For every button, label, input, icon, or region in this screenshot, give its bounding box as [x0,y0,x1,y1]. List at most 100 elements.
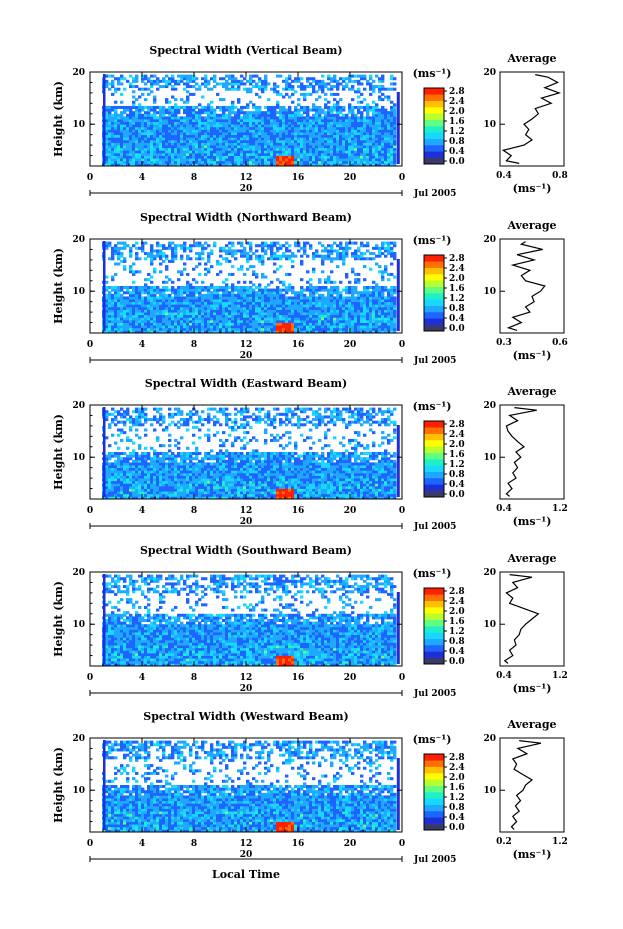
heatmap-cell [111,152,115,156]
heatmap-cell [228,301,232,305]
heatmap-cell [366,116,370,120]
heatmap-cell [153,306,157,310]
heatmap-cell [174,325,178,329]
heatmap-cell [177,150,181,154]
heatmap-cell [270,325,274,329]
heatmap-cell [318,132,322,136]
heatmap-cell [180,286,184,290]
heatmap-cell [219,121,223,125]
heatmap-cell [111,304,115,308]
heatmap-cell [381,296,385,300]
heatmap-cell [114,296,118,300]
heatmap-cell [132,160,136,164]
heatmap-cell [153,129,157,133]
heatmap-cell [333,152,337,156]
heatmap-cell [360,111,364,115]
heatmap-cell [129,322,133,326]
heatmap-cell [285,319,289,323]
heatmap-cell [195,312,199,316]
heatmap-cell [228,293,232,297]
heatmap-cell [348,301,352,305]
heatmap-cell [204,111,208,115]
heatmap-cell [294,142,298,146]
heatmap-cell [150,155,154,159]
heatmap-cell [192,152,196,156]
heatmap-cell [252,327,256,331]
heatmap-cell [156,132,160,136]
heatmap-cell [306,152,310,156]
heatmap-cell [324,314,328,318]
heatmap-cell [312,116,316,120]
heatmap-cell [138,317,142,321]
heatmap-cell [336,105,340,109]
heatmap-cell [183,145,187,149]
heatmap-cell [132,163,136,167]
heatmap-cell [312,126,316,130]
heatmap-cell [291,252,295,256]
heatmap-cell [114,155,118,159]
heatmap-cell [303,105,307,109]
heatmap-cell [132,152,136,156]
heatmap-cell [327,275,331,279]
heatmap-cell [168,325,172,329]
heatmap-cell [105,306,109,310]
heatmap-cell [147,79,151,83]
heatmap-cell [375,327,379,331]
heatmap-cell [291,139,295,143]
heatmap-cell [192,278,196,282]
heatmap-cell [366,309,370,313]
heatmap-cell [324,134,328,138]
heatmap-cell [138,319,142,323]
heatmap-cell [285,327,289,331]
heatmap-cell [351,163,355,167]
heatmap-cell [279,301,283,305]
heatmap-cell [378,306,382,310]
heatmap-cell [231,124,235,128]
heatmap-cell [306,270,310,274]
heatmap-cell [153,158,157,162]
heatmap-cell [318,278,322,282]
heatmap-cell [309,296,313,300]
heatmap-cell [381,87,385,91]
heatmap-cell [195,132,199,136]
heatmap-cell [261,139,265,143]
heatmap-cell [150,296,154,300]
heatmap-cell [288,150,292,154]
heatmap-cell [315,317,319,321]
heatmap-cell [192,137,196,141]
heatmap-cell [129,150,133,154]
heatmap-cell [324,309,328,313]
heatmap-cell [300,312,304,316]
heatmap-cell [156,319,160,323]
heatmap-cell [312,119,316,123]
heatmap-cell [198,152,202,156]
heatmap-cell [381,291,385,295]
heatmap-cell [252,121,256,125]
heatmap-cell [393,304,397,308]
heatmap-cell [345,327,349,331]
heatmap-cell [282,244,286,248]
heatmap-cell [141,152,145,156]
heatmap-cell [357,317,361,321]
heatmap-cell [129,254,133,258]
heatmap-cell [342,163,346,167]
heatmap-cell [273,254,277,258]
heatmap-cell [378,249,382,253]
heatmap-cell [219,158,223,162]
heatmap-cell [144,319,148,323]
heatmap-cell [180,327,184,331]
heatmap-cell [378,158,382,162]
heatmap-cell [213,309,217,313]
heatmap-cell [318,119,322,123]
heatmap-cell [189,134,193,138]
heatmap-cell [348,139,352,143]
heatmap-cell [171,319,175,323]
heatmap-cell [180,160,184,164]
heatmap-cell [312,296,316,300]
heatmap-cell [327,126,331,130]
heatmap-cell [252,155,256,159]
heatmap-cell [303,327,307,331]
heatmap-cell [171,322,175,326]
heatmap-cell [141,139,145,143]
heatmap-cell [369,319,373,323]
